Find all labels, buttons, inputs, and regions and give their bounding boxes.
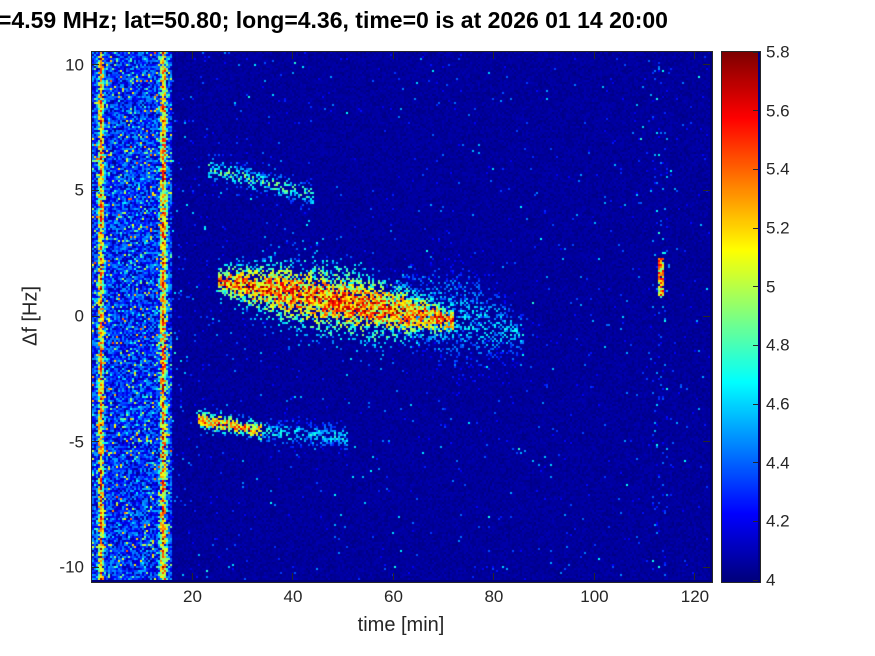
colorbar-tick-mark [753, 110, 758, 112]
y-tick-label: -5 [68, 432, 84, 452]
y-tick-mark [92, 441, 99, 443]
x-tick-mark [292, 573, 294, 580]
colorbar-tick-mark [753, 579, 758, 581]
y-tick-mark [92, 64, 99, 66]
x-tick-label: 80 [484, 587, 504, 606]
y-tick-label: 0 [74, 306, 84, 326]
y-tick-mark [703, 441, 710, 443]
x-tick-label: 120 [680, 587, 710, 606]
x-tick-mark [292, 52, 294, 59]
x-tick-mark [392, 52, 394, 59]
colorbar-tick-mark [753, 520, 758, 522]
spectrogram-canvas [92, 52, 710, 580]
colorbar-tick-mark [753, 403, 758, 405]
x-tick-mark [694, 52, 696, 59]
y-tick-label: -10 [59, 557, 84, 577]
y-tick-mark [703, 315, 710, 317]
x-tick-mark [493, 52, 495, 59]
colorbar-tick-label: 5.6 [766, 101, 790, 121]
colorbar-tick-label: 4.6 [766, 394, 790, 414]
colorbar-tick-label: 5.4 [766, 159, 790, 179]
x-tick-mark [191, 52, 193, 59]
colorbar-tick-mark [753, 344, 758, 346]
x-tick-mark [493, 573, 495, 580]
colorbar-tick-mark [753, 286, 758, 288]
colorbar-tick-label: 4.8 [766, 335, 790, 355]
colorbar-tick-mark [753, 462, 758, 464]
y-tick-mark [703, 566, 710, 568]
colorbar-tick-mark [753, 168, 758, 170]
x-tick-mark [191, 573, 193, 580]
x-tick-label: 20 [183, 587, 202, 606]
chart-title: =4.59 MHz; lat=50.80; long=4.36, time=0 … [0, 7, 668, 33]
colorbar-canvas [722, 52, 758, 580]
colorbar-tick-label: 4.2 [766, 511, 790, 531]
y-tick-mark [703, 64, 710, 66]
y-tick-mark [92, 566, 99, 568]
x-tick-mark [392, 573, 394, 580]
x-tick-label: 100 [580, 587, 609, 606]
x-tick-label: 60 [383, 587, 403, 606]
x-axis-label: time [min] [357, 614, 445, 636]
colorbar [721, 51, 761, 583]
y-tick-mark [703, 189, 710, 191]
colorbar-tick-label: 4 [766, 570, 776, 590]
colorbar-tick-mark [753, 227, 758, 229]
colorbar-tick-label: 5 [766, 277, 776, 297]
y-tick-label: 5 [74, 180, 84, 200]
colorbar-tick-label: 5.2 [766, 218, 790, 238]
plot-area [91, 51, 713, 583]
y-tick-mark [92, 189, 99, 191]
x-tick-mark [593, 52, 595, 59]
x-tick-label: 40 [283, 587, 303, 606]
y-tick-mark [92, 315, 99, 317]
y-tick-label: 10 [65, 55, 84, 75]
x-tick-mark [593, 573, 595, 580]
colorbar-tick-label: 5.8 [766, 42, 790, 62]
colorbar-tick-label: 4.4 [766, 453, 790, 473]
x-tick-mark [694, 573, 696, 580]
colorbar-tick-mark [753, 51, 758, 53]
